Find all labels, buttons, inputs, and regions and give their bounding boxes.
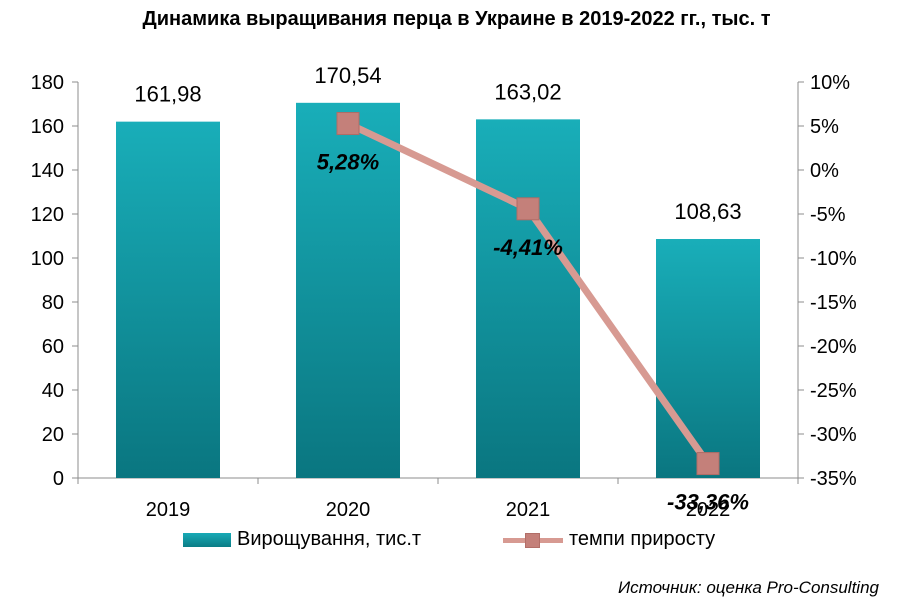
- x-tick-label: 2019: [146, 499, 191, 521]
- bar: [656, 239, 760, 478]
- bar-value-label: 161,98: [134, 82, 201, 107]
- legend-item-bars: Вирощування, тис.т: [183, 528, 421, 551]
- bar-value-label: 108,63: [674, 199, 741, 224]
- x-tick-label: 2022: [686, 499, 731, 521]
- y-left-tick-label: 120: [31, 204, 64, 226]
- y-left-tick-label: 0: [53, 468, 64, 490]
- chart-title: Динамика выращивания перца в Украине в 2…: [142, 8, 771, 30]
- x-tick-label: 2020: [326, 499, 371, 521]
- y-right-tick-label: 0%: [810, 160, 839, 182]
- growth-marker: [516, 197, 540, 221]
- legend-line-swatch: [503, 532, 563, 548]
- bar: [476, 119, 580, 478]
- y-left-tick-label: 140: [31, 160, 64, 182]
- bar-value-label: 170,54: [314, 63, 381, 88]
- y-left-tick-label: 160: [31, 116, 64, 138]
- y-right-tick-label: 5%: [810, 116, 839, 138]
- y-right-tick-label: 10%: [810, 72, 850, 94]
- bar: [296, 102, 400, 478]
- growth-value-label: -4,41%: [493, 235, 563, 260]
- y-left-tick-label: 180: [31, 72, 64, 94]
- y-left-tick-label: 100: [31, 248, 64, 270]
- bar: [116, 121, 220, 479]
- bar-value-label: 163,02: [494, 79, 561, 104]
- legend-line-label: темпи приросту: [569, 528, 716, 550]
- y-left-tick-label: 80: [42, 292, 64, 314]
- y-left-tick-label: 60: [42, 336, 64, 358]
- y-right-tick-label: -5%: [810, 204, 846, 226]
- growth-value-label: 5,28%: [317, 150, 379, 175]
- growth-value-label: -33,36%: [667, 490, 749, 515]
- legend: Вирощування, тис.т темпи приросту: [0, 528, 913, 554]
- y-right-tick-label: -30%: [810, 424, 857, 446]
- y-right-tick-label: -25%: [810, 380, 857, 402]
- source-note: Источник: оценка Pro-Consulting: [617, 578, 879, 597]
- growth-marker: [696, 452, 720, 476]
- y-right-tick-label: -20%: [810, 336, 857, 358]
- legend-bar-swatch: [183, 532, 231, 547]
- y-right-tick-label: -10%: [810, 248, 857, 270]
- growth-marker: [336, 112, 360, 136]
- y-left-tick-label: 40: [42, 380, 64, 402]
- chart-area: 0 20 40 60 80 100 120 140 160 180 10% 5% 0% -5% -10% -1…: [31, 63, 857, 521]
- legend-bar-label: Вирощування, тис.т: [237, 528, 422, 550]
- y-left-tick-label: 20: [42, 424, 64, 446]
- x-tick-label: 2021: [506, 499, 551, 521]
- y-right-tick-label: -15%: [810, 292, 857, 314]
- legend-item-line: темпи приросту: [503, 528, 715, 551]
- y-right-tick-label: -35%: [810, 468, 857, 490]
